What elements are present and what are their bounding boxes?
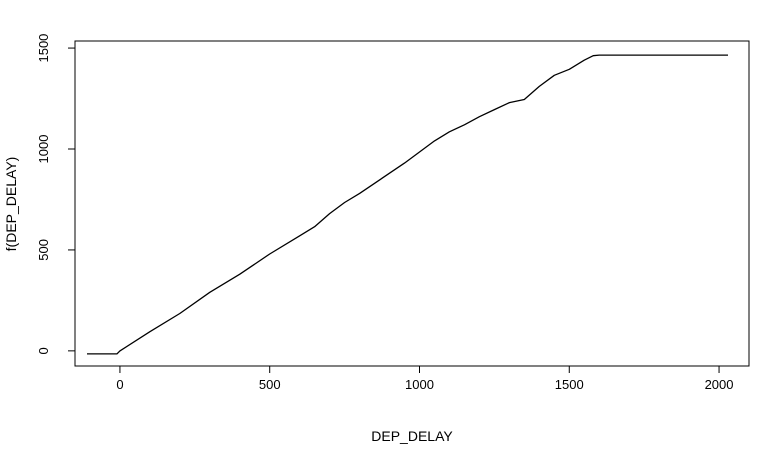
x-axis: 0 500 1000 1500 2000 — [116, 365, 734, 392]
y-axis: 0 500 1000 1500 — [36, 34, 76, 354]
x-tick-label: 1500 — [555, 377, 584, 392]
x-tick-label: 500 — [259, 377, 281, 392]
x-tick-label: 2000 — [705, 377, 734, 392]
series-layer — [87, 54, 728, 355]
x-tick-label: 1000 — [405, 377, 434, 392]
x-axis-title: DEP_DELAY — [371, 428, 453, 444]
series-line — [87, 54, 728, 355]
y-tick-label: 500 — [36, 239, 51, 261]
x-tick-label: 0 — [116, 377, 123, 392]
y-axis-title: f(DEP_DELAY) — [3, 157, 19, 252]
y-tick-label: 0 — [36, 347, 51, 354]
plot-box — [74, 40, 750, 367]
y-tick-label: 1500 — [36, 34, 51, 63]
y-tick-label: 1000 — [36, 135, 51, 164]
